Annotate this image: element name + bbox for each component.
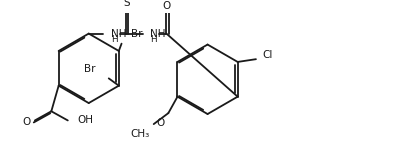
Text: CH₃: CH₃ [130, 129, 149, 139]
Text: H: H [111, 35, 117, 44]
Text: Cl: Cl [262, 50, 272, 60]
Text: Br: Br [84, 64, 96, 74]
Text: O: O [22, 117, 30, 127]
Text: O: O [156, 118, 164, 128]
Text: H: H [149, 35, 156, 44]
Text: NH: NH [111, 29, 126, 39]
Text: Br: Br [130, 30, 142, 40]
Text: OH: OH [77, 115, 93, 125]
Text: S: S [123, 0, 129, 8]
Text: NH: NH [149, 29, 165, 39]
Text: O: O [162, 1, 170, 11]
